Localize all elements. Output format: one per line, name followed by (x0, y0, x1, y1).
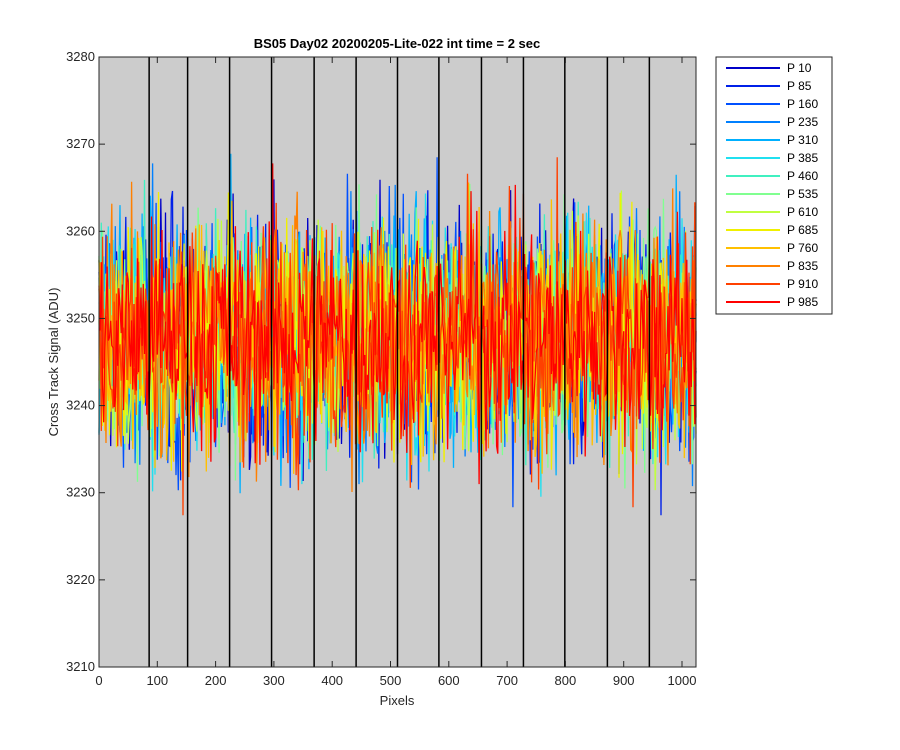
y-axis-label: Cross Track Signal (ADU) (46, 288, 61, 437)
legend-label: P 310 (787, 133, 818, 147)
plot-frame (98, 56, 697, 668)
legend-label: P 685 (787, 223, 818, 237)
legend-label: P 85 (787, 79, 812, 93)
y-tick-label: 3270 (66, 136, 95, 151)
legend-label: P 460 (787, 169, 818, 183)
legend-label: P 985 (787, 295, 818, 309)
legend: P 10 P 85 P 160 P 235 P 310 P 385 P 460 P 535 P … (715, 56, 833, 315)
legend-box (715, 56, 833, 315)
y-tick-label: 3260 (66, 223, 95, 238)
chart-title: BS05 Day02 20200205-Lite-022 int time = … (254, 36, 541, 51)
y-tick-label: 3280 (66, 49, 95, 64)
y-tick-label: 3210 (66, 659, 95, 674)
legend-label: P 385 (787, 151, 818, 165)
x-tick-label: 1000 (668, 673, 697, 688)
y-tick-label: 3240 (66, 398, 95, 413)
y-tick-label: 3250 (66, 310, 95, 325)
x-tick-label: 400 (321, 673, 343, 688)
y-tick-label: 3220 (66, 572, 95, 587)
y-axis-ticks: 3210 3220 3230 3240 3250 3260 3270 3280 (66, 49, 696, 674)
x-tick-label: 200 (205, 673, 227, 688)
legend-label: P 610 (787, 205, 818, 219)
x-tick-label: 0 (95, 673, 102, 688)
legend-label: P 235 (787, 115, 818, 129)
legend-label: P 760 (787, 241, 818, 255)
legend-label: P 535 (787, 187, 818, 201)
x-axis-ticks: 0 100 200 300 400 500 600 700 800 900 1000 (95, 57, 696, 688)
x-tick-label: 500 (380, 673, 402, 688)
x-tick-label: 300 (263, 673, 285, 688)
y-tick-label: 3230 (66, 485, 95, 500)
x-tick-label: 100 (146, 673, 168, 688)
x-tick-label: 800 (555, 673, 577, 688)
legend-label: P 910 (787, 277, 818, 291)
legend-label: P 835 (787, 259, 818, 273)
legend-items: P 10 P 85 P 160 P 235 P 310 P 385 P 460 P 535 P … (726, 61, 818, 309)
x-axis-label: Pixels (380, 693, 415, 708)
x-tick-label: 900 (613, 673, 635, 688)
vertical-lines (148, 57, 651, 667)
legend-label: P 160 (787, 97, 818, 111)
x-tick-label: 700 (496, 673, 518, 688)
x-tick-label: 600 (438, 673, 460, 688)
legend-label: P 10 (787, 61, 812, 75)
